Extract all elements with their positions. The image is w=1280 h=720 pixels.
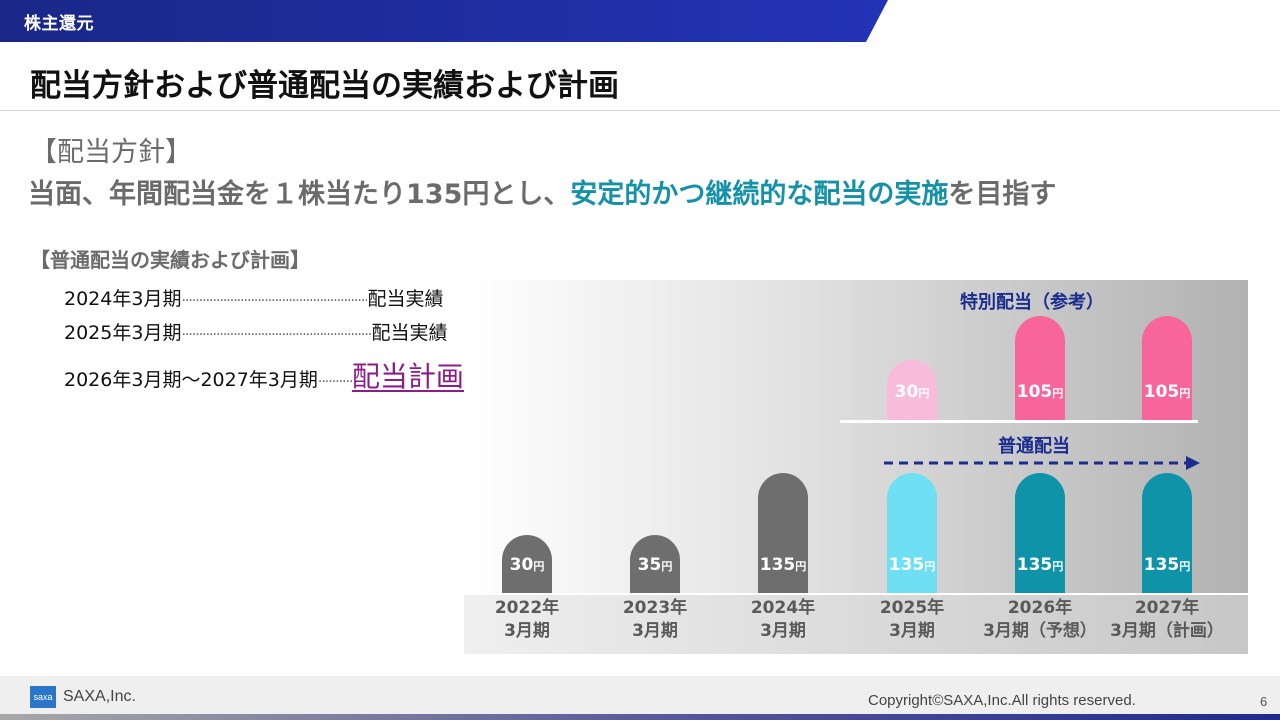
special-dividend-label: 特別配当（参考） (960, 292, 1104, 313)
x-axis-band (464, 594, 1248, 654)
page-number: 6 (1260, 694, 1268, 709)
leader-dots: ········································… (181, 293, 368, 309)
ordinary-dividend-bar: 135円 (1142, 473, 1192, 593)
copyright-text: Copyright©SAXA,Inc.All rights reserved. (868, 692, 1136, 709)
policy-text-highlight: 安定的かつ継続的な配当の実施 (570, 179, 949, 210)
x-axis-tick-label: 2027年 3月期（計画） (1110, 598, 1224, 641)
section-label: 株主還元 (24, 14, 94, 34)
bar-value-label: 35円 (637, 555, 673, 575)
ordinary-dividend-label: 普通配当 (998, 436, 1070, 457)
footer-stripe (0, 714, 1280, 720)
header-band (0, 0, 888, 42)
ordinary-dividend-bar: 135円 (1015, 473, 1065, 593)
record-row-2024: 2024年3月期 ·······························… (64, 284, 518, 311)
ordinary-dividend-bar: 35円 (630, 535, 680, 593)
record-row-2025: 2025年3月期 ·······························… (64, 318, 522, 345)
bar-value-label: 105円 (1016, 382, 1064, 402)
policy-heading: 【配当方針】 (30, 137, 192, 168)
dashed-arrow-icon (884, 456, 1200, 470)
page-title: 配当方針および普通配当の実績および計画 (30, 68, 619, 104)
x-axis-tick-label: 2025年 3月期 (879, 598, 945, 641)
special-dividend-bar: 30円 (887, 360, 937, 420)
policy-text-post: を目指す (948, 179, 1057, 210)
bar-value-label: 135円 (888, 555, 936, 575)
policy-statement: 当面、年間配当金を１株当たり135円とし、安定的かつ継続的な配当の実施を目指す (28, 172, 1056, 211)
x-axis-tick-label: 2024年 3月期 (750, 598, 816, 641)
bar-value-label: 30円 (894, 382, 930, 402)
chart-background (464, 280, 1248, 594)
record-heading: 【普通配当の実績および計画】 (30, 248, 310, 272)
record-period: 2026年3月期～2027年3月期 (64, 369, 318, 391)
record-period: 2024年3月期 (64, 288, 182, 310)
x-axis-tick-label: 2022年 3月期 (494, 598, 560, 641)
x-axis-tick-label: 2023年 3月期 (622, 598, 688, 641)
title-divider (0, 110, 1280, 111)
bar-value-label: 135円 (1143, 555, 1191, 575)
ordinary-dividend-bar: 30円 (502, 535, 552, 593)
company-logo: saxa (30, 686, 56, 708)
record-period: 2025年3月期 (64, 322, 182, 344)
ordinary-dividend-bar: 135円 (887, 473, 937, 593)
x-axis-tick-label: 2026年 3月期（予想） (983, 598, 1097, 641)
special-dividend-bar: 105円 (1142, 316, 1192, 420)
ordinary-dividend-bar: 135円 (758, 473, 808, 593)
bar-value-label: 135円 (759, 555, 807, 575)
leader-dots: ·········· (317, 374, 352, 390)
company-name: SAXA,Inc. (63, 688, 136, 705)
bar-value-label: 30円 (509, 555, 545, 575)
x-axis-line (464, 593, 1248, 595)
footer-band (0, 676, 1280, 720)
special-dividend-baseline (840, 420, 1198, 423)
special-dividend-bar: 105円 (1015, 316, 1065, 420)
leader-dots: ········································… (181, 327, 372, 343)
bar-value-label: 105円 (1143, 382, 1191, 402)
policy-text-pre: 当面、年間配当金を１株当たり135円とし、 (28, 179, 571, 210)
bar-value-label: 135円 (1016, 555, 1064, 575)
